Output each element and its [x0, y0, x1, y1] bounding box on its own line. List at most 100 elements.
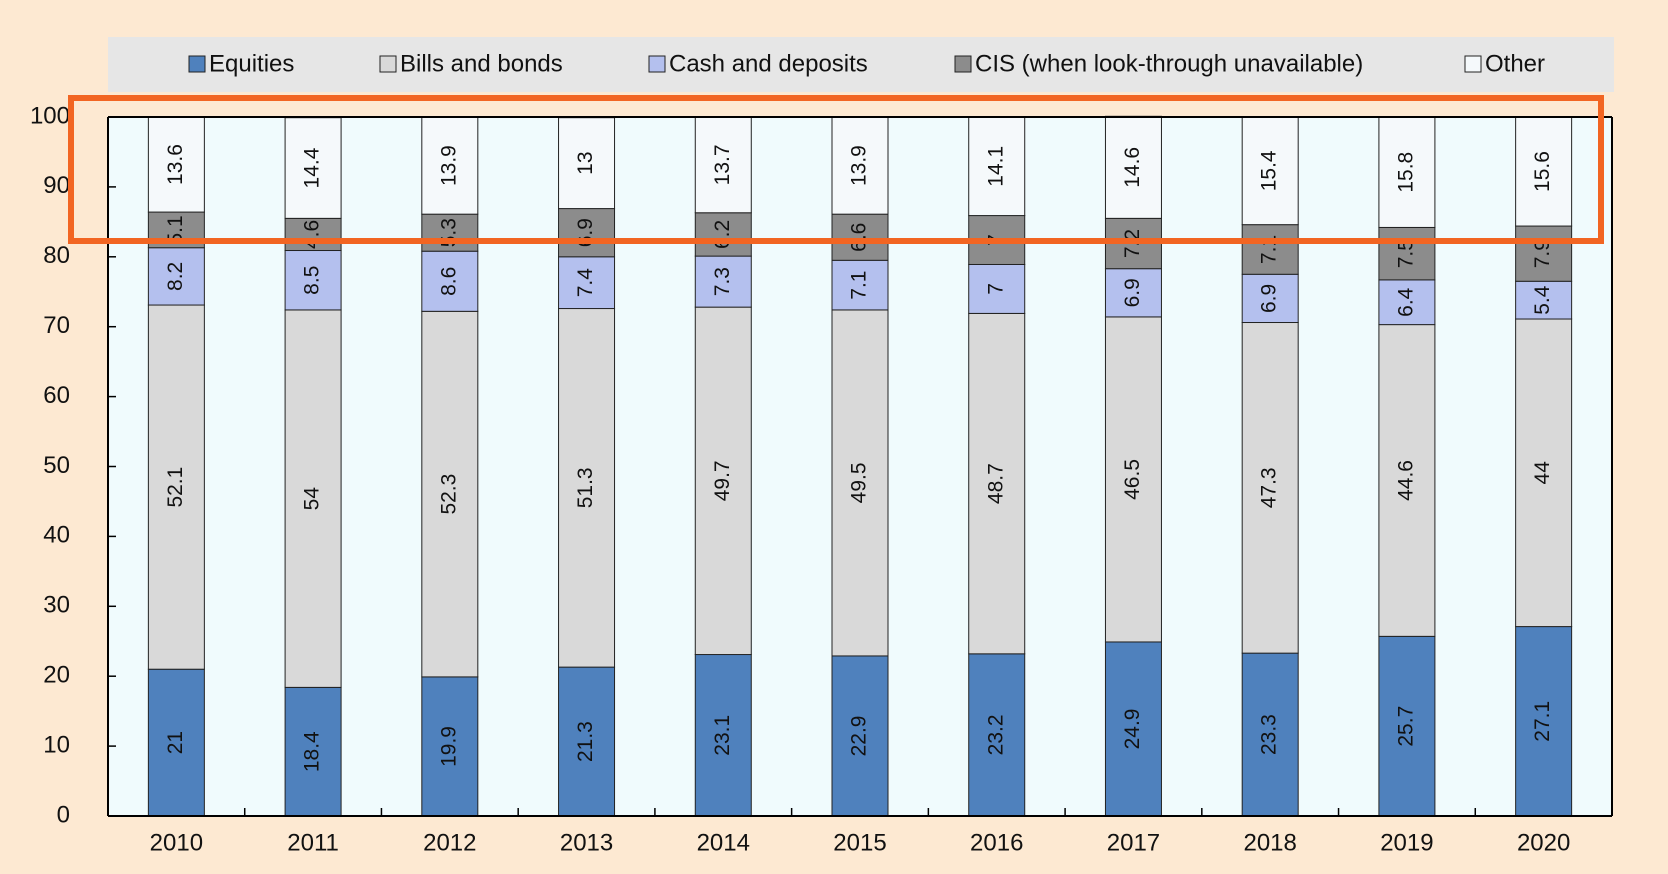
- bar-segment: [694, 255, 752, 308]
- bar-segment: [1104, 115, 1162, 219]
- data-label: 7: [984, 283, 1007, 295]
- bar-segment: [968, 312, 1026, 655]
- data-label: 7.1: [848, 271, 871, 300]
- data-label: 5.4: [1531, 285, 1554, 315]
- x-tick-label: 2011: [287, 829, 339, 856]
- bar-segment: [1104, 316, 1162, 643]
- y-tick-label: 100: [30, 102, 70, 129]
- y-tick-label: 40: [43, 522, 70, 549]
- bar-segment: [1515, 280, 1573, 320]
- data-label: 7.9: [1531, 239, 1554, 268]
- bar-segment: [1378, 324, 1436, 637]
- data-label: 14.4: [301, 147, 324, 188]
- data-label: 13.7: [711, 144, 734, 185]
- x-tick-label: 2013: [560, 829, 613, 856]
- data-label: 49.7: [711, 460, 734, 501]
- bar-segment: [1515, 318, 1573, 628]
- bar-segment: [968, 116, 1026, 217]
- x-tick-label: 2020: [1517, 829, 1570, 856]
- data-label: 27.1: [1531, 701, 1554, 742]
- data-label: 14.6: [1121, 147, 1144, 188]
- data-label: 24.9: [1121, 709, 1144, 750]
- data-label: 18.4: [301, 731, 324, 772]
- bar-segment: [1378, 226, 1436, 281]
- bar-segment: [421, 676, 479, 817]
- bar-segment: [831, 259, 889, 311]
- bar-segment: [284, 250, 342, 311]
- bar-segment: [1515, 626, 1573, 817]
- data-label: 6.6: [848, 223, 871, 252]
- data-label: 15.8: [1394, 152, 1417, 193]
- data-label: 44.6: [1394, 460, 1417, 501]
- x-tick-label: 2018: [1243, 829, 1296, 856]
- bar-segment: [284, 217, 342, 252]
- data-label: 23.3: [1258, 714, 1281, 755]
- data-label: 19.9: [437, 726, 460, 767]
- x-tick-label: 2016: [970, 829, 1023, 856]
- data-label: 22.9: [848, 716, 871, 757]
- data-label: 51.3: [574, 467, 597, 508]
- y-tick-label: 10: [43, 731, 70, 758]
- legend-box: [108, 37, 1614, 92]
- data-label: 23.1: [711, 715, 734, 756]
- bar-segment: [968, 263, 1026, 314]
- y-tick-label: 90: [43, 172, 70, 199]
- highlight-box: [68, 95, 1604, 244]
- y-tick-label: 60: [43, 382, 70, 409]
- bar-segment: [147, 668, 205, 817]
- legend-swatch: [188, 55, 206, 73]
- legend-swatch: [379, 55, 397, 73]
- bar-segment: [147, 304, 205, 670]
- bar-segment: [421, 310, 479, 678]
- bar-segment: [1515, 225, 1573, 282]
- bar-segment: [1378, 635, 1436, 817]
- y-tick-label: 20: [43, 662, 70, 689]
- data-label: 13: [574, 151, 597, 174]
- data-label: 54: [301, 487, 324, 511]
- data-label: 6.9: [1258, 284, 1281, 313]
- data-label: 8.6: [437, 267, 460, 296]
- data-label: 52.3: [437, 474, 460, 515]
- data-label: 6.2: [711, 220, 734, 249]
- legend-label: Other: [1485, 50, 1545, 77]
- legend-swatch: [1464, 55, 1482, 73]
- bar-segment: [968, 653, 1026, 817]
- data-label: 15.6: [1531, 151, 1554, 192]
- data-label: 7.5: [1394, 239, 1417, 268]
- y-tick-label: 30: [43, 592, 70, 619]
- bar-segment: [831, 213, 889, 261]
- bar-segment: [694, 306, 752, 656]
- data-label: 4.6: [301, 220, 324, 249]
- bar-segment: [1241, 322, 1299, 654]
- bar-segment: [558, 208, 616, 258]
- legend-label: CIS (when look-through unavailable): [975, 50, 1363, 77]
- data-label: 25.7: [1394, 706, 1417, 747]
- y-tick-label: 80: [43, 242, 70, 269]
- bar-segment: [1515, 116, 1573, 227]
- data-label: 7.4: [574, 268, 597, 298]
- legend-swatch: [648, 55, 666, 73]
- data-label: 23.2: [984, 714, 1007, 755]
- data-label: 6.9: [1121, 278, 1144, 307]
- legend-label: Equities: [209, 50, 294, 77]
- legend-swatch: [954, 55, 972, 73]
- bar-segment: [558, 308, 616, 668]
- bar-segment: [1104, 641, 1162, 817]
- data-label: 48.7: [984, 463, 1007, 504]
- bar-segment: [1241, 273, 1299, 324]
- data-label: 21: [164, 731, 187, 754]
- bar-segment: [694, 116, 752, 214]
- data-label: 8.5: [301, 266, 324, 295]
- data-label: 8.2: [164, 262, 187, 291]
- y-tick-label: 0: [57, 801, 70, 828]
- data-label: 46.5: [1121, 459, 1144, 500]
- legend-label: Bills and bonds: [400, 50, 563, 77]
- bar-segment: [421, 250, 479, 312]
- x-tick-label: 2015: [833, 829, 886, 856]
- y-tick-label: 50: [43, 452, 70, 479]
- data-label: 47.3: [1258, 467, 1281, 508]
- x-tick-label: 2017: [1107, 829, 1160, 856]
- bar-segment: [694, 212, 752, 257]
- data-label: 49.5: [848, 462, 871, 503]
